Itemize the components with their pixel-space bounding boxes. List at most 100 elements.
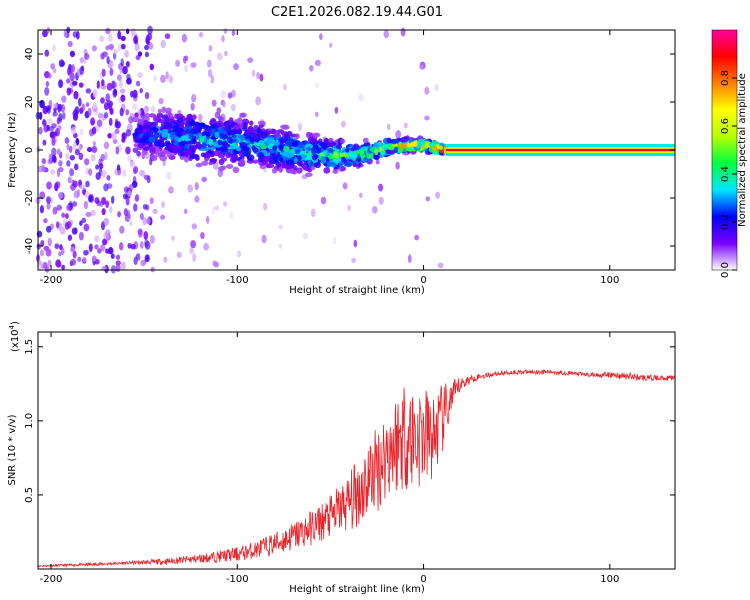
spectrogram-cell <box>240 134 245 140</box>
spectrogram-cell <box>125 146 131 155</box>
snr-xtick-label: -100 <box>226 574 249 585</box>
spectrogram-cell <box>201 132 206 137</box>
spectrogram-cell <box>52 111 58 117</box>
spectrogram-cell <box>157 118 166 124</box>
spectrogram-cell <box>186 116 192 122</box>
spectrogram-cell <box>310 208 316 218</box>
spectrogram-cell <box>256 71 260 80</box>
spectrogram-cell <box>347 204 352 212</box>
spectrogram-cell <box>191 114 197 120</box>
spectrogram-cell <box>200 232 205 240</box>
spectrogram-cell <box>419 64 425 70</box>
spectrogram-cell <box>315 111 319 118</box>
spectrogram-cell <box>52 68 57 74</box>
spectrogram-cell <box>163 256 168 263</box>
spectrogram-cell <box>249 136 255 143</box>
spectrogram-cell <box>83 249 89 256</box>
spectrogram-cell <box>55 261 62 268</box>
spectrogram-cell <box>50 169 56 175</box>
spectrogram-cell <box>49 131 54 138</box>
spectrogram-cell <box>257 120 266 126</box>
spectrogram-ytick-label: 40 <box>24 48 35 61</box>
spectrogram-cell <box>44 49 50 57</box>
spectrogram-cell <box>296 168 302 174</box>
spectrogram-cell <box>39 111 43 120</box>
spectrogram-cell <box>185 129 191 134</box>
spectrogram-cell <box>94 197 100 204</box>
colorbar-gradient <box>711 29 738 271</box>
spectrogram-cell <box>148 42 154 50</box>
spectrogram-cell <box>232 124 241 130</box>
spectrogram-cell <box>190 240 197 249</box>
spectrogram-cell <box>139 170 146 177</box>
spectrogram-cell <box>195 143 203 150</box>
spectrogram-cell <box>154 147 160 154</box>
spectrogram-cell <box>353 143 360 149</box>
spectrogram-cell <box>131 103 138 111</box>
spectrogram-cell <box>63 28 67 38</box>
spectrogram-cell <box>323 167 331 174</box>
spectrogram-cell <box>165 107 172 114</box>
spectrogram-cell <box>157 108 163 113</box>
spectrogram-cell <box>231 138 237 143</box>
spectrogram-cell <box>92 102 97 109</box>
spectrogram-cell <box>164 122 173 130</box>
spectrogram-cell <box>149 146 156 152</box>
spectrogram-cell <box>105 200 110 207</box>
spectrogram-cell <box>128 184 134 191</box>
spectrogram-cell <box>216 52 223 61</box>
spectrogram-cell <box>78 152 84 161</box>
spectrogram-cell <box>140 111 146 120</box>
spectrogram-xtick-label: -100 <box>226 275 249 286</box>
spectrogram-cell <box>57 192 64 199</box>
spectrogram-cell <box>66 160 71 167</box>
spectrogram-cell <box>62 112 66 120</box>
spectrogram-cell <box>191 223 197 230</box>
spectrogram-cell <box>184 55 189 62</box>
spectrogram-cell <box>116 164 121 171</box>
spectrogram-cell <box>78 144 82 152</box>
spectrogram-cell <box>378 183 384 192</box>
snr-xtick-label: -200 <box>40 574 63 585</box>
spectrogram-cell <box>160 74 166 83</box>
spectrogram-cell <box>137 142 145 149</box>
spectrogram-cell <box>53 131 58 137</box>
spectrogram-cell <box>206 59 212 68</box>
spectrogram-cell <box>171 235 175 241</box>
colorbar-tick-label: 0.2 <box>720 214 731 230</box>
spectrogram-cell <box>251 145 256 151</box>
spectrogram-cell <box>100 52 105 60</box>
spectrogram-cell <box>321 142 328 149</box>
spectrogram-cell <box>236 128 242 134</box>
spectrogram-cell <box>72 201 78 207</box>
spectrogram-cell <box>175 59 181 67</box>
spectrogram-cell <box>87 107 92 117</box>
spectrogram-cell <box>252 159 259 164</box>
spectrogram-cell <box>271 152 276 157</box>
spectrogram-cell <box>435 191 441 199</box>
spectrogram-cell <box>271 167 278 174</box>
spectrogram-cell <box>272 145 277 152</box>
spectrogram-cell <box>286 130 293 137</box>
spectrogram-cell <box>145 36 150 45</box>
spectrogram-cell <box>93 88 98 98</box>
spectrogram-cell <box>195 162 203 168</box>
spectrogram-cell <box>69 154 76 161</box>
spectrogram-cell <box>80 184 86 191</box>
spectrogram-cell <box>333 151 338 159</box>
spectrogram-cell <box>239 112 247 118</box>
spectrogram-cell <box>319 152 324 157</box>
spectrogram-cell <box>139 212 144 221</box>
spectrogram-cell <box>219 129 225 135</box>
spectrogram-cell <box>117 30 122 40</box>
spectrogram-cell <box>72 250 77 259</box>
spectrogram-cell <box>400 27 406 37</box>
spectrogram-cell <box>78 82 84 88</box>
spectrogram-cell <box>150 266 155 273</box>
spectrogram-cell <box>109 107 114 115</box>
spectrogram-cell <box>168 143 175 149</box>
spectrogram-cell <box>309 65 314 72</box>
spectrogram-cell <box>50 63 56 70</box>
spectrogram-cell <box>190 119 195 127</box>
